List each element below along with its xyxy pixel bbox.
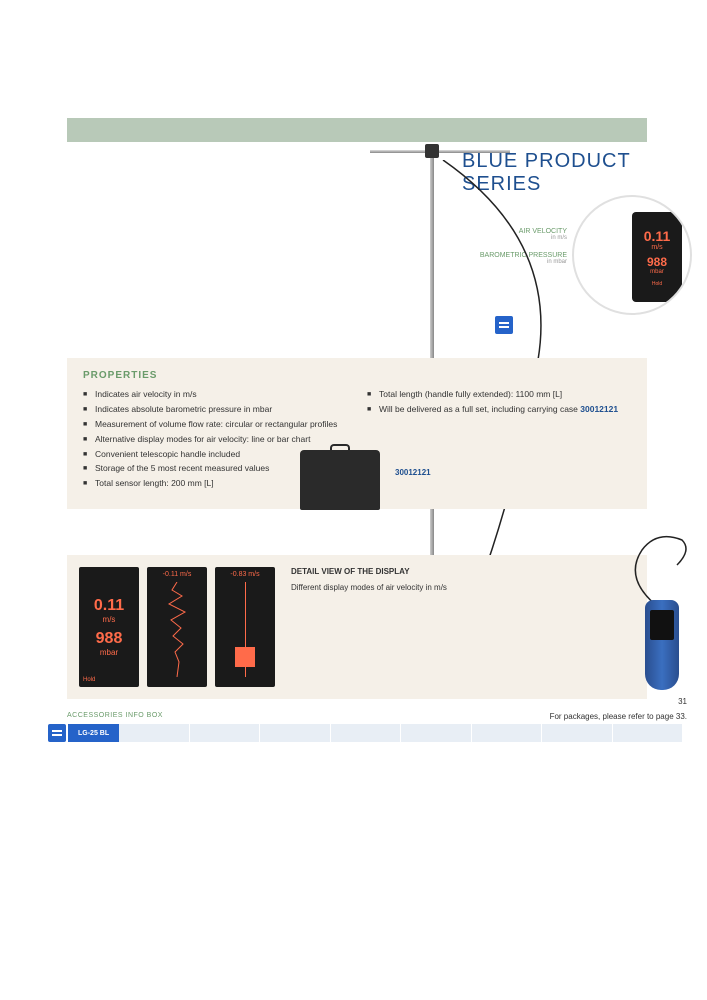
accessories-bar: LG-25 BL	[48, 724, 683, 742]
prop-item: Total length (handle fully extended): 11…	[367, 389, 631, 401]
disp1-u1: m/s	[103, 615, 116, 624]
accessories-label: ACCESSORIES INFO BOX	[67, 712, 163, 719]
callout-hold: Hold	[652, 281, 662, 287]
carrying-case-image	[300, 450, 390, 530]
acc-cell	[119, 724, 189, 742]
acc-cell	[472, 724, 542, 742]
properties-heading: PROPERTIES	[83, 370, 631, 381]
acc-cell	[331, 724, 401, 742]
display-detail-desc: Different display modes of air velocity …	[291, 582, 635, 593]
package-reference: For packages, please refer to page 33.	[550, 712, 687, 721]
air-velocity-unit: in m/s	[519, 235, 567, 241]
display-mode-bar: -0.83 m/s	[215, 567, 275, 687]
callout-velocity-unit: m/s	[651, 244, 662, 251]
callout-pressure-value: 988	[647, 255, 667, 269]
callout-pressure-unit: mbar	[650, 269, 664, 275]
display-detail-text: DETAIL VIEW OF THE DISPLAY Different dis…	[283, 567, 635, 593]
display-mode-line: -0.11 m/s	[147, 567, 207, 687]
properties-right-col: Total length (handle fully extended): 11…	[367, 389, 631, 493]
barometric-text: BAROMETRIC PRESSURE	[480, 252, 567, 259]
flow-icon	[495, 316, 513, 334]
display-detail-title: DETAIL VIEW OF THE DISPLAY	[291, 567, 635, 576]
callout-velocity-value: 0.11	[644, 228, 670, 244]
sku-link[interactable]: 30012121	[580, 404, 618, 414]
acc-cell	[542, 724, 612, 742]
display-detail-section: 0.11 m/s 988 mbar Hold -0.11 m/s -0.83 m…	[67, 555, 647, 699]
display-mode-numeric: 0.11 m/s 988 mbar Hold	[79, 567, 139, 687]
air-velocity-text: AIR VELOCITY	[519, 228, 567, 235]
model-tab[interactable]: LG-25 BL	[68, 724, 119, 742]
acc-cell	[260, 724, 330, 742]
disp1-u2: mbar	[100, 648, 118, 657]
header-banner	[67, 118, 647, 142]
barometric-unit: in mbar	[480, 259, 567, 265]
acc-cell	[190, 724, 260, 742]
disp2-top: -0.11 m/s	[163, 571, 192, 578]
prop-item: Indicates air velocity in m/s	[83, 389, 347, 401]
prop-item: Indicates absolute barometric pressure i…	[83, 404, 347, 416]
prop-item: Measurement of volume flow rate: circula…	[83, 419, 347, 431]
handheld-device	[632, 530, 692, 690]
disp1-v2: 988	[96, 630, 123, 648]
prop-text: Will be delivered as a full set, includi…	[379, 404, 580, 414]
disp1-v1: 0.11	[94, 597, 124, 615]
prop-item: Alternative display modes for air veloci…	[83, 434, 347, 446]
air-velocity-label: AIR VELOCITY in m/s	[519, 228, 567, 241]
display-callout-circle: 0.11 m/s 988 mbar Hold	[572, 195, 692, 315]
disp3-top: -0.83 m/s	[230, 571, 259, 578]
page-number: 31	[678, 697, 687, 706]
series-title: BLUE PRODUCT SERIES	[462, 150, 707, 196]
case-sku-label[interactable]: 30012121	[395, 468, 431, 477]
callout-screen: 0.11 m/s 988 mbar Hold	[632, 212, 682, 302]
prop-item: Will be delivered as a full set, includi…	[367, 404, 631, 416]
disp1-hold: Hold	[83, 677, 95, 683]
flow-icon	[48, 724, 66, 742]
acc-cell	[401, 724, 471, 742]
barometric-label: BAROMETRIC PRESSURE in mbar	[480, 252, 567, 265]
acc-cell	[613, 724, 683, 742]
